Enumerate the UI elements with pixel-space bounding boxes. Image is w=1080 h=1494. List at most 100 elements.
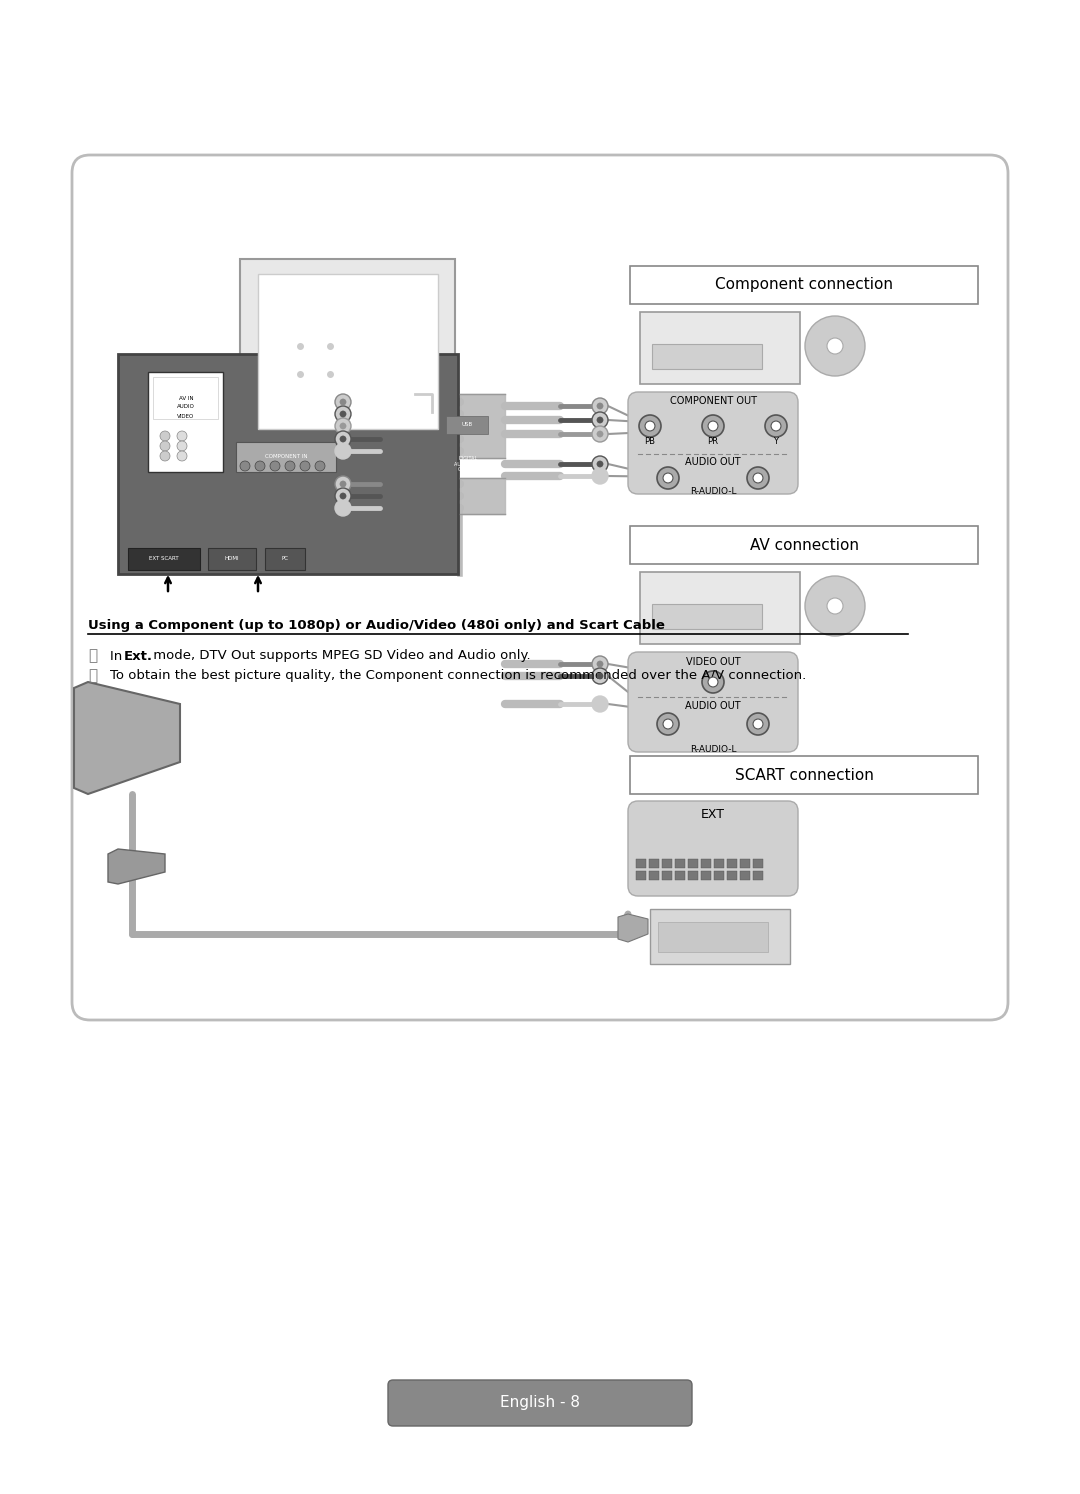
Text: Y: Y [773,438,779,447]
FancyBboxPatch shape [627,391,798,495]
Circle shape [702,671,724,693]
Circle shape [747,468,769,489]
Circle shape [340,423,346,429]
Circle shape [805,317,865,376]
Text: VIDEO OUT: VIDEO OUT [686,657,740,666]
Circle shape [597,417,603,423]
Circle shape [315,462,325,471]
Text: SCART connection: SCART connection [734,768,874,783]
Circle shape [270,462,280,471]
Circle shape [657,713,679,735]
Circle shape [592,456,608,472]
Bar [662,859,672,868]
Bar [753,871,762,880]
Text: AUDIO: AUDIO [177,405,194,409]
Circle shape [300,462,310,471]
Bar [688,871,698,880]
Circle shape [597,403,603,409]
Circle shape [592,412,608,427]
Polygon shape [75,681,180,793]
Bar [701,859,711,868]
Bar [675,859,685,868]
Bar [714,871,724,880]
Circle shape [177,441,187,451]
Circle shape [597,430,603,438]
Circle shape [663,719,673,729]
Circle shape [708,421,718,430]
Polygon shape [108,849,165,884]
Circle shape [771,421,781,430]
Text: Using a Component (up to 1080p) or Audio/Video (480i only) and Scart Cable: Using a Component (up to 1080p) or Audio… [87,619,665,632]
Text: In: In [110,650,126,662]
Circle shape [340,399,346,405]
Bar [649,871,659,880]
Text: R-AUDIO-L: R-AUDIO-L [690,744,737,753]
Circle shape [645,421,654,430]
Circle shape [592,397,608,414]
Circle shape [592,668,608,684]
Text: PR: PR [707,438,718,447]
Circle shape [240,462,249,471]
Circle shape [657,468,679,489]
FancyBboxPatch shape [627,651,798,751]
Text: ⑂: ⑂ [87,668,97,683]
Bar [636,871,646,880]
Text: HDMI: HDMI [225,556,240,562]
Circle shape [335,394,351,409]
Bar [740,859,750,868]
Text: AUDIO OUT: AUDIO OUT [685,457,741,468]
Text: COMPONENT OUT: COMPONENT OUT [670,396,756,406]
Bar [688,859,698,868]
Circle shape [160,451,170,462]
Circle shape [639,415,661,438]
Text: AV IN: AV IN [178,396,193,400]
Circle shape [753,474,762,483]
Bar [701,871,711,880]
Bar [636,859,646,868]
Circle shape [255,462,265,471]
Bar [658,922,768,952]
Bar [630,266,978,303]
FancyBboxPatch shape [72,155,1008,1020]
Bar [240,258,455,444]
Circle shape [597,660,603,666]
Bar [640,312,800,384]
Text: EXT SCART: EXT SCART [149,556,179,562]
Text: COMPONENT IN: COMPONENT IN [265,454,307,460]
Text: To obtain the best picture quality, the Component connection is recommended over: To obtain the best picture quality, the … [110,669,807,683]
Bar [630,526,978,565]
Circle shape [335,406,351,421]
Circle shape [340,436,346,442]
Circle shape [597,462,603,468]
Bar [753,859,762,868]
Text: Component connection: Component connection [715,278,893,293]
FancyBboxPatch shape [627,801,798,896]
Circle shape [177,430,187,441]
Bar [662,871,672,880]
Text: USB: USB [461,423,473,427]
Circle shape [702,415,724,438]
Text: DIGITAL
AUDIO OUT
OPTICAL: DIGITAL AUDIO OUT OPTICAL [455,456,482,472]
Circle shape [753,719,762,729]
Bar [208,548,256,571]
Bar [714,859,724,868]
Circle shape [160,430,170,441]
Bar [118,354,458,574]
Bar [148,372,222,472]
Circle shape [335,500,351,515]
Circle shape [765,415,787,438]
Text: Ext.: Ext. [124,650,153,662]
Bar [652,604,762,629]
Bar [649,859,659,868]
Bar [640,572,800,644]
Circle shape [805,577,865,636]
Text: PB: PB [645,438,656,447]
Text: AUDIO OUT: AUDIO OUT [685,701,741,711]
Text: PC: PC [282,556,288,562]
Circle shape [597,672,603,680]
Circle shape [340,481,346,487]
Circle shape [592,656,608,672]
Circle shape [592,426,608,442]
Circle shape [340,505,346,511]
Bar [265,548,305,571]
